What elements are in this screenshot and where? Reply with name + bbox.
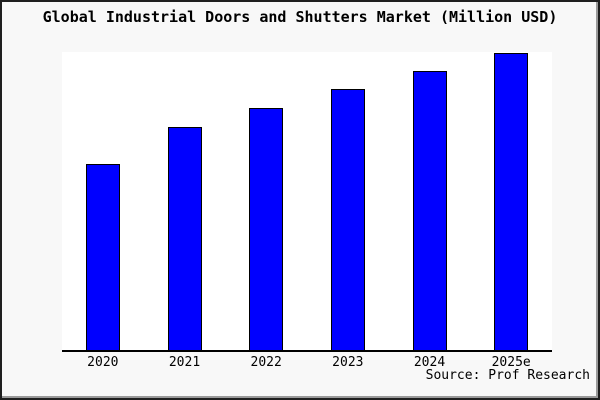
bar-2025e bbox=[494, 53, 529, 352]
x-tick-2021: 2021 bbox=[168, 355, 201, 370]
x-axis-tick-labels: 2020 2021 2022 2023 2024 2025e bbox=[62, 355, 552, 371]
x-tick-2022: 2022 bbox=[250, 355, 282, 370]
x-axis-line bbox=[62, 350, 552, 352]
bar-2024 bbox=[412, 71, 447, 352]
bar-2022 bbox=[249, 108, 284, 352]
x-tick-2023: 2023 bbox=[332, 355, 364, 370]
x-tick-2020: 2020 bbox=[87, 355, 119, 370]
x-tick-2024: 2024 bbox=[413, 355, 446, 370]
bar-2021 bbox=[167, 127, 202, 352]
x-tick-2025e: 2025e bbox=[491, 355, 531, 370]
plot-area bbox=[62, 52, 552, 352]
chart-title: Global Industrial Doors and Shutters Mar… bbox=[42, 8, 558, 26]
bar-2023 bbox=[330, 89, 365, 352]
bar-2020 bbox=[85, 164, 120, 352]
source-caption: Source: Prof Research bbox=[425, 368, 590, 383]
